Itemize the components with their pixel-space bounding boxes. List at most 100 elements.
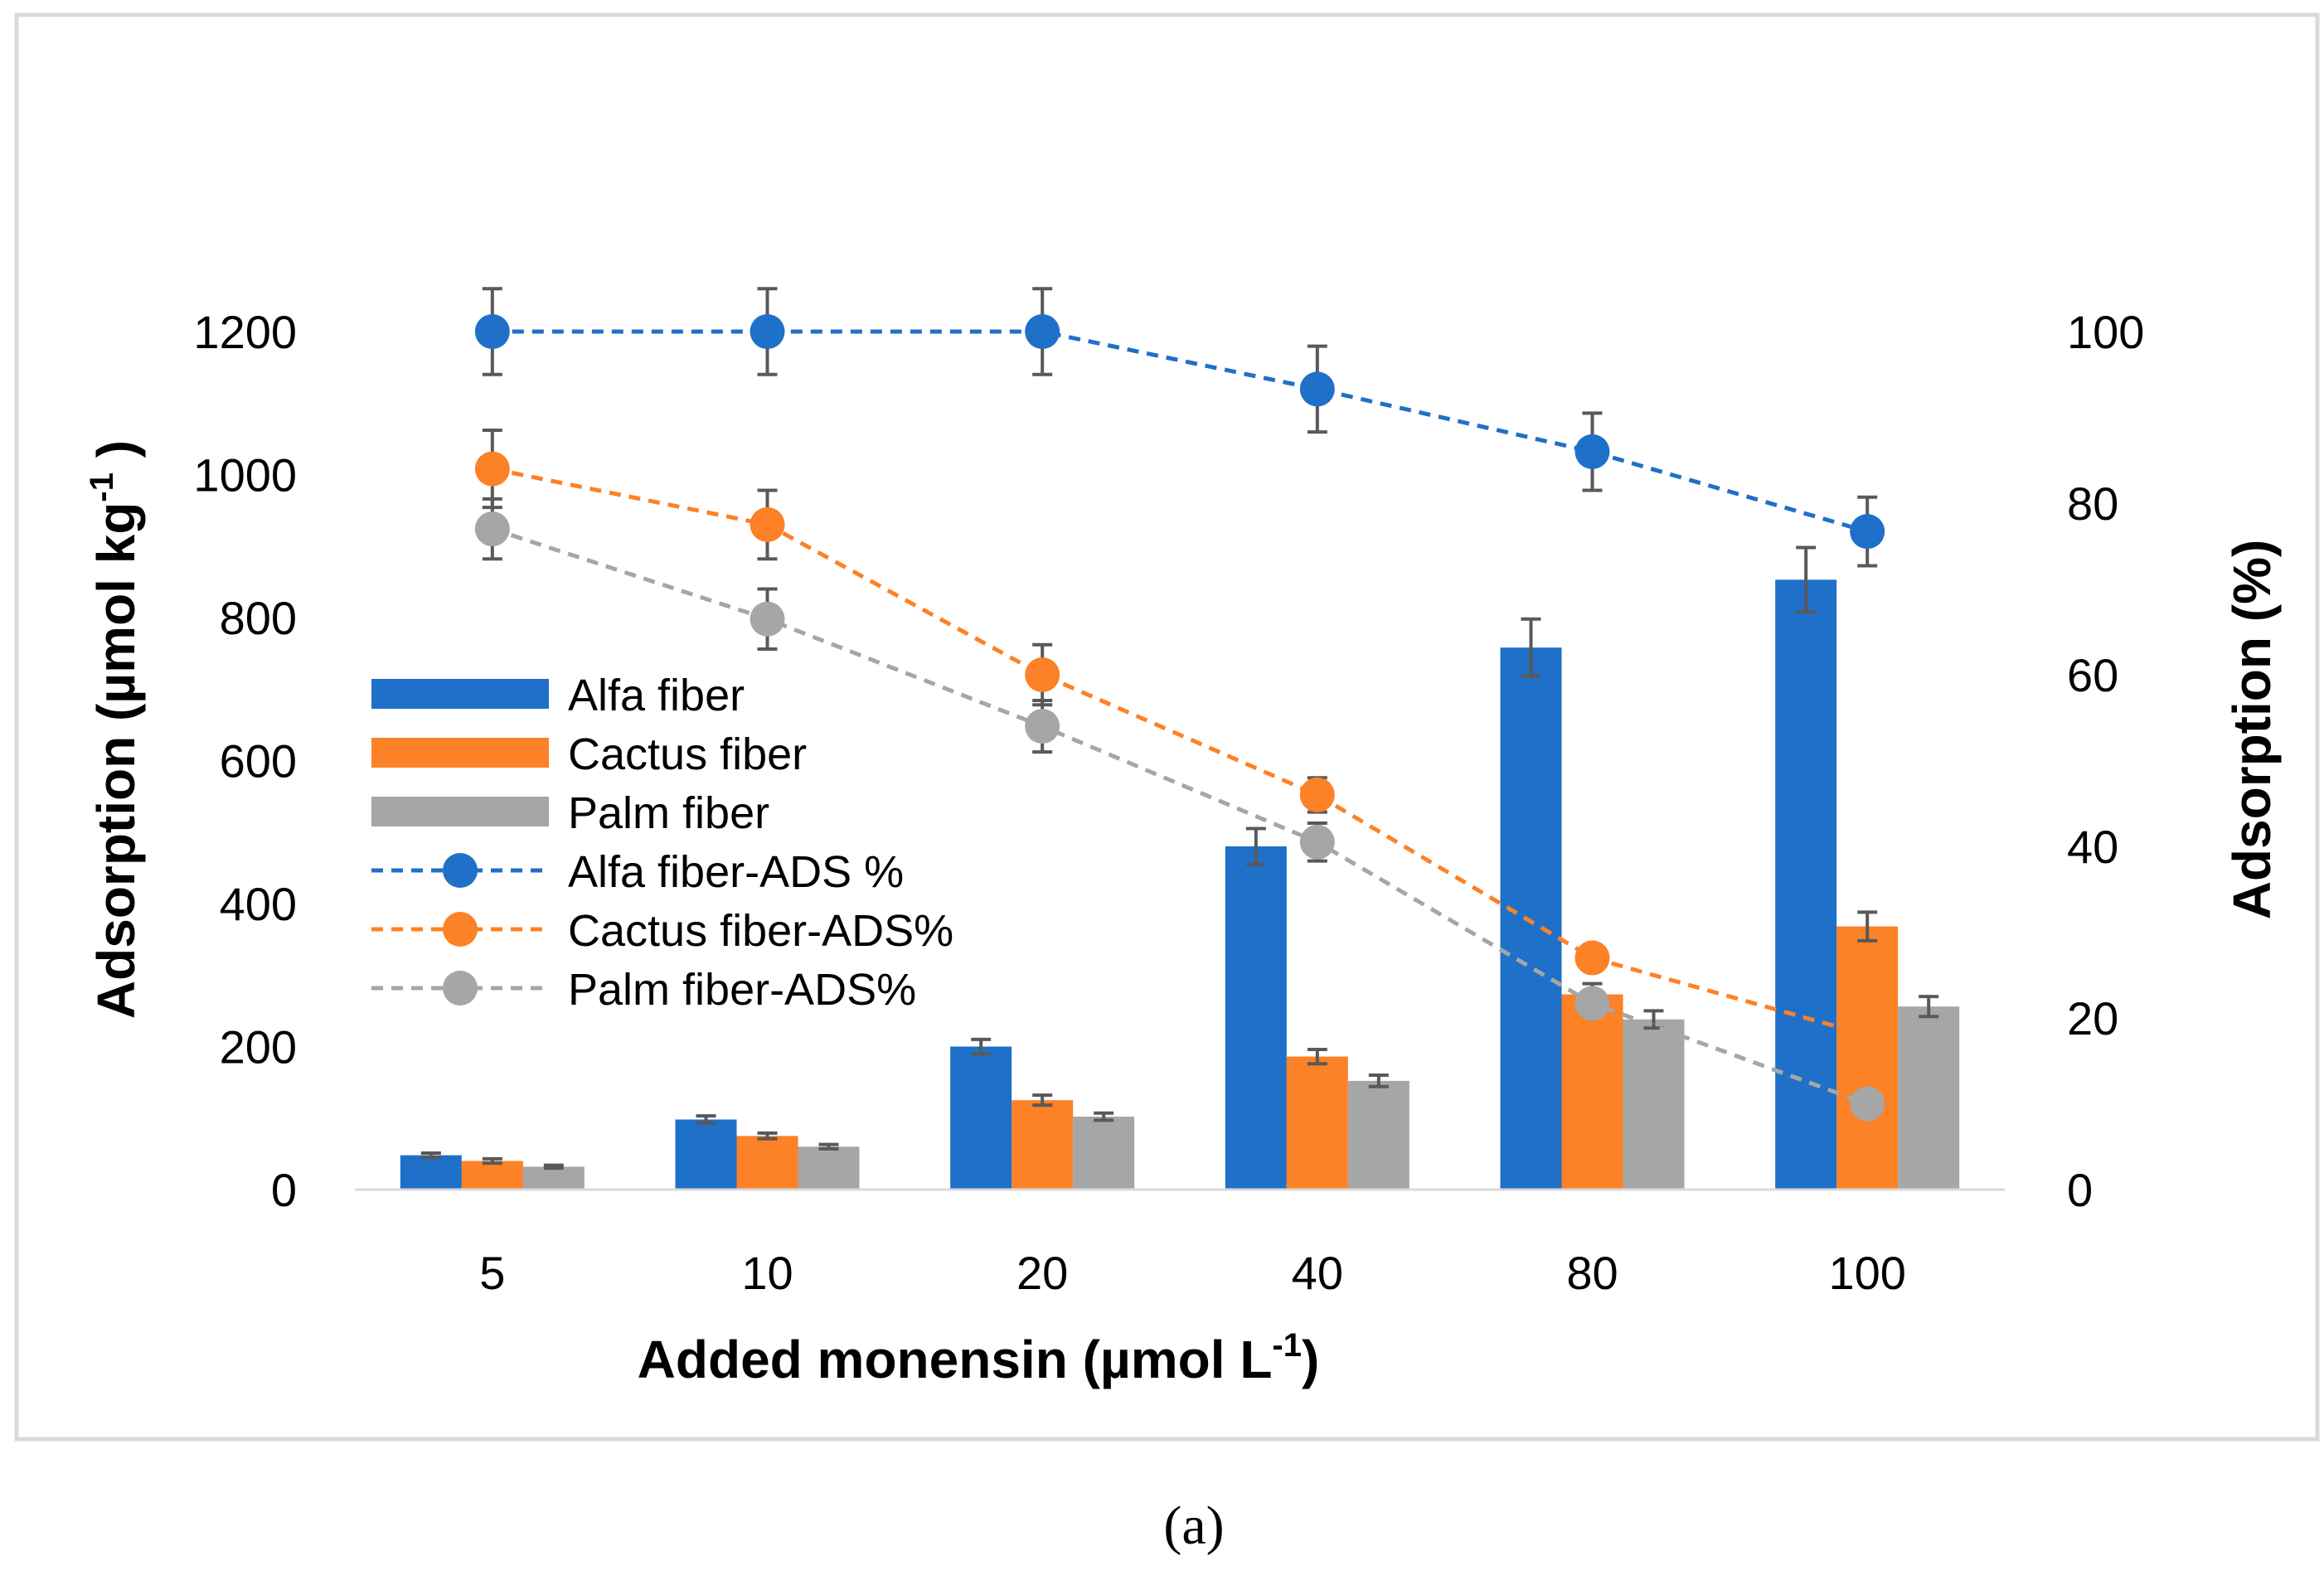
error-bar	[757, 1131, 778, 1141]
y2-tick-label: 40	[2067, 821, 2118, 873]
point-palm-fiber-ads--40	[1299, 824, 1335, 860]
y2-axis-label: Adsorption (%)	[2222, 540, 2282, 920]
legend-item-alfa-fiber: Alfa fiber	[371, 671, 745, 720]
legend-swatch	[371, 679, 549, 709]
legend-label: Palm fiber-ADS%	[568, 965, 916, 1015]
bar-palm-fiber-40	[1347, 1080, 1409, 1190]
point-alfa-fiber-ads--80	[1574, 434, 1610, 469]
bar-alfa-fiber-10	[675, 1119, 737, 1190]
legend-swatch	[371, 738, 549, 768]
x-tick-label: 10	[741, 1247, 793, 1299]
point-cactus-fiber-ads--80	[1574, 940, 1610, 976]
bar-cactus-fiber-100	[1836, 926, 1899, 1190]
bar-cactus-fiber-40	[1286, 1056, 1348, 1190]
legend-label: Alfa fiber	[568, 671, 745, 720]
x-axis-label: Added monensin (µmol L-1)	[638, 1327, 1320, 1389]
y2-tick-label: 100	[2067, 306, 2144, 358]
x-tick-label: 20	[1016, 1247, 1068, 1299]
point-palm-fiber-ads--100	[1850, 1086, 1885, 1122]
error-bar	[543, 1163, 564, 1170]
error-bar	[1919, 995, 1939, 1019]
legend-item-alfa-fiber-ads-: Alfa fiber-ADS %	[371, 847, 904, 897]
bar-palm-fiber-10	[798, 1146, 860, 1190]
error-bar	[1368, 1074, 1389, 1088]
legend-item-palm-fiber-ads-: Palm fiber-ADS%	[371, 965, 916, 1015]
legend-item-palm-fiber: Palm fiber	[371, 788, 769, 838]
legend-item-cactus-fiber: Cactus fiber	[371, 729, 807, 779]
legend-marker	[443, 912, 478, 947]
legend-label: Cactus fiber	[568, 729, 807, 779]
line-alfa-fiber-ads-	[492, 329, 1868, 534]
y2-tick-label: 60	[2067, 649, 2118, 701]
error-bar	[818, 1142, 839, 1151]
bar-alfa-fiber-40	[1225, 846, 1287, 1190]
line-palm-fiber-ads-	[492, 526, 1869, 1106]
bar-cactus-fiber-20	[1012, 1100, 1074, 1190]
legend-label: Palm fiber	[568, 788, 769, 838]
y-tick-label: 200	[220, 1021, 297, 1074]
x-tick-label: 5	[479, 1247, 505, 1299]
bar-cactus-fiber-80	[1561, 994, 1623, 1190]
bar-alfa-fiber-20	[950, 1046, 1012, 1190]
line-cactus-fiber-ads-	[492, 467, 1868, 1038]
point-palm-fiber-ads--5	[474, 511, 510, 547]
point-cactus-fiber-ads--5	[474, 451, 510, 487]
point-palm-fiber-ads--10	[750, 601, 785, 637]
figure-caption: (a)	[1163, 1495, 1224, 1556]
y-tick-label: 400	[220, 878, 297, 930]
y-tick-label: 1000	[193, 449, 297, 502]
bar-palm-fiber-100	[1898, 1006, 1960, 1190]
point-palm-fiber-ads--80	[1574, 986, 1610, 1021]
error-bar	[482, 1156, 502, 1166]
x-tick-label: 40	[1292, 1247, 1343, 1299]
legend-item-cactus-fiber-ads-: Cactus fiber-ADS%	[371, 906, 953, 956]
y-tick-label: 0	[271, 1164, 297, 1216]
point-cactus-fiber-ads--20	[1025, 657, 1060, 692]
point-alfa-fiber-ads--10	[750, 314, 785, 349]
point-cactus-fiber-ads--40	[1299, 777, 1335, 812]
y2-tick-label: 20	[2067, 992, 2118, 1044]
error-bar	[1094, 1111, 1114, 1122]
point-alfa-fiber-ads--40	[1299, 371, 1335, 407]
bar-alfa-fiber-80	[1500, 647, 1562, 1190]
legend-swatch	[371, 797, 549, 826]
error-bar	[1032, 1093, 1053, 1107]
error-bar	[1857, 910, 1878, 943]
bar-palm-fiber-5	[522, 1166, 585, 1190]
legend-label: Alfa fiber-ADS %	[568, 847, 904, 897]
error-bar	[971, 1037, 992, 1056]
bar-alfa-fiber-100	[1775, 579, 1837, 1190]
y-tick-label: 800	[220, 592, 297, 644]
y2-tick-label: 80	[2067, 477, 2118, 530]
ticks-layer: 0 200 400 600 800 1000 1200 0 20 40 60 80 100 5 10 20 40…	[193, 306, 2144, 1299]
bar-palm-fiber-20	[1073, 1117, 1135, 1190]
error-bar	[696, 1114, 716, 1125]
x-tick-label: 80	[1566, 1247, 1618, 1299]
lines-layer	[474, 287, 1885, 1122]
error-bar	[1796, 545, 1817, 614]
bars-layer	[400, 545, 1960, 1190]
legend: Alfa fiber Cactus fiber Palm fiber Alfa fib…	[371, 671, 953, 1015]
bar-cactus-fiber-5	[461, 1161, 523, 1190]
point-cactus-fiber-ads--10	[750, 506, 785, 542]
y-tick-label: 1200	[193, 306, 297, 358]
point-palm-fiber-ads--20	[1025, 709, 1060, 744]
chart-frame	[14, 12, 2320, 1442]
bar-palm-fiber-80	[1623, 1019, 1685, 1190]
error-bar	[1245, 826, 1266, 866]
error-bar	[1307, 1047, 1327, 1066]
point-alfa-fiber-ads--5	[474, 314, 510, 349]
y-axis-label: Adsorption (µmol kg-1 )	[84, 440, 146, 1019]
bar-cactus-fiber-10	[736, 1136, 798, 1190]
legend-marker	[443, 853, 478, 888]
point-cactus-fiber-ads--100	[1850, 1017, 1885, 1053]
point-alfa-fiber-ads--20	[1025, 314, 1060, 349]
x-tick-label: 100	[1828, 1247, 1905, 1299]
error-bar	[1521, 617, 1541, 678]
legend-label: Cactus fiber-ADS%	[568, 906, 953, 956]
y-tick-label: 600	[220, 735, 297, 788]
point-alfa-fiber-ads--100	[1850, 514, 1885, 550]
error-bar	[420, 1151, 441, 1160]
bar-alfa-fiber-5	[400, 1155, 462, 1190]
